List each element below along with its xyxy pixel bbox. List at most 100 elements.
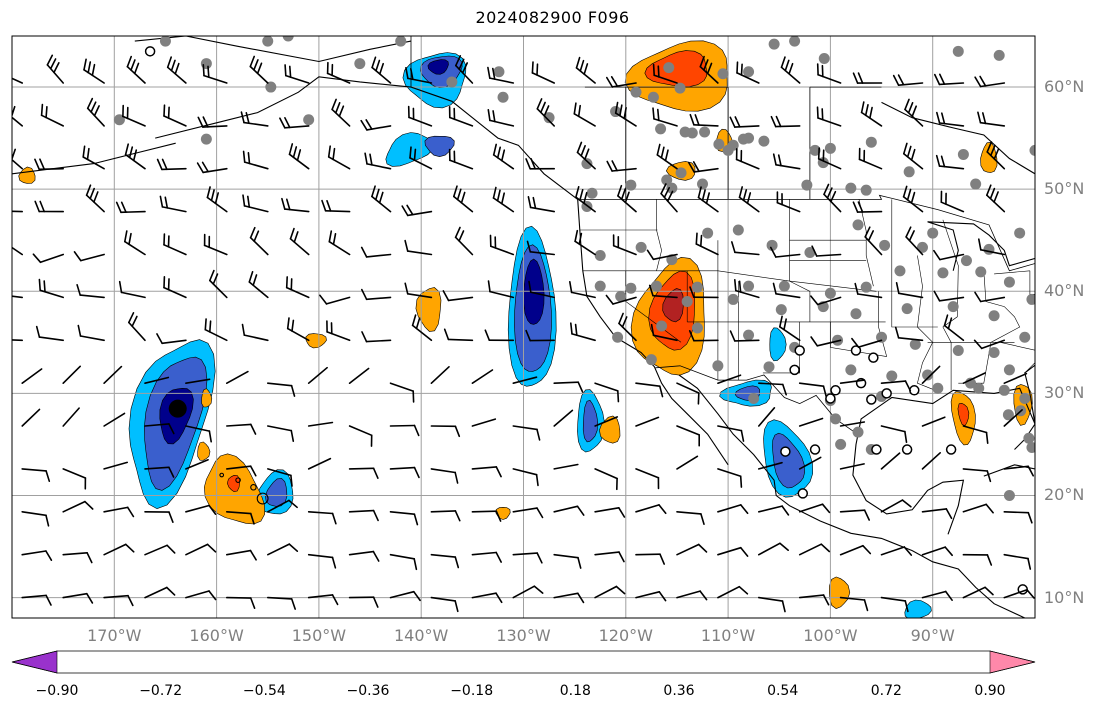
station-dot [648, 92, 659, 103]
wind-barb [718, 426, 744, 441]
wind-barb [243, 325, 268, 341]
station-dot [989, 347, 1000, 358]
wind-barb [35, 201, 63, 211]
station-dot [636, 242, 647, 253]
station-dot [1026, 294, 1037, 305]
wind-barb [241, 112, 267, 126]
wind-barb [865, 227, 881, 254]
colorbar [12, 651, 1035, 673]
wind-barb [0, 284, 22, 297]
wind-barb [472, 511, 500, 521]
lon-tick-label: 100°W [790, 626, 870, 645]
station-dot [446, 76, 457, 87]
wind-barb [362, 247, 391, 257]
station-dot [973, 383, 984, 394]
wind-barb [227, 598, 255, 609]
wind-barb [800, 595, 829, 605]
colorbar-tick-label: −0.54 [229, 683, 299, 699]
wind-barb [250, 57, 267, 84]
wind-barb [571, 323, 595, 340]
wind-barb [595, 552, 624, 562]
station-dot [894, 265, 905, 276]
station-dot [663, 62, 674, 73]
wind-barb [975, 292, 1004, 301]
station-dot [1014, 228, 1025, 239]
station-dot [764, 361, 775, 372]
station-dot [631, 87, 642, 98]
wind-barb [923, 453, 941, 469]
wind-barb [251, 228, 268, 255]
wind-barb [636, 505, 666, 513]
wind-barb [904, 186, 923, 211]
wind-barb [513, 469, 538, 486]
station-dot [845, 183, 856, 194]
station-dot [830, 413, 841, 424]
wind-barb [975, 340, 1005, 348]
wind-barb [636, 592, 666, 601]
station-dot [201, 58, 212, 69]
wind-barb [63, 594, 92, 603]
wind-barb [22, 551, 51, 560]
lon-tick-label: 110°W [688, 626, 768, 645]
station-dot [651, 281, 662, 292]
wind-barb [391, 383, 414, 402]
wind-barb [882, 453, 900, 469]
wind-barb [361, 120, 390, 130]
wind-barb [84, 59, 104, 83]
wind-barb [145, 588, 175, 598]
station-dot [999, 385, 1010, 396]
wind-barb [923, 547, 953, 555]
station-circle [798, 489, 807, 498]
lat-tick-label: 30°N [1044, 383, 1084, 402]
wind-barb [362, 332, 391, 342]
station-dot [587, 188, 598, 199]
wind-barb [227, 551, 256, 560]
station-circle [826, 394, 835, 403]
wind-barb [677, 545, 707, 555]
station-dot [825, 288, 836, 299]
station-circle [947, 445, 956, 454]
station-dot [201, 134, 212, 145]
wind-barb [759, 506, 789, 515]
wind-barb [63, 553, 92, 563]
wind-barb [677, 512, 704, 524]
wind-barb [88, 99, 104, 126]
station-dot [927, 228, 938, 239]
wind-barb [117, 202, 145, 212]
wind-barb [123, 106, 145, 126]
wind-barb [554, 410, 572, 426]
wind-barb [268, 426, 294, 441]
wind-barb [186, 591, 216, 600]
wind-barb [164, 105, 186, 126]
station-dot [853, 219, 864, 230]
wind-barb [227, 372, 248, 384]
wind-barb [160, 196, 186, 211]
wind-barb [210, 271, 227, 298]
wind-barb [391, 592, 421, 601]
wind-barb [402, 205, 431, 215]
station-dot [675, 83, 686, 94]
wind-barb [1004, 374, 1026, 384]
wind-barb [431, 469, 457, 483]
colorbar-tick-label: 0.72 [851, 683, 921, 699]
wind-barb [198, 117, 227, 127]
wind-barb [104, 462, 127, 469]
wind-barb [812, 246, 841, 256]
station-dot [983, 244, 994, 255]
wind-barb [129, 313, 145, 341]
coastline-segment [12, 143, 176, 174]
pacific-small-pos-4-level-0 [416, 288, 441, 332]
lat-tick-label: 10°N [1044, 588, 1084, 607]
station-dot [961, 255, 972, 266]
wind-barb [818, 64, 841, 83]
wind-barb [309, 555, 336, 568]
station-dot [692, 282, 703, 293]
station-dot [866, 137, 877, 148]
station-circle [811, 445, 820, 454]
station-dot [779, 281, 790, 292]
wind-barb [777, 192, 799, 212]
wind-barb [83, 146, 104, 168]
station-dot [743, 66, 754, 77]
wind-barb [800, 419, 823, 427]
